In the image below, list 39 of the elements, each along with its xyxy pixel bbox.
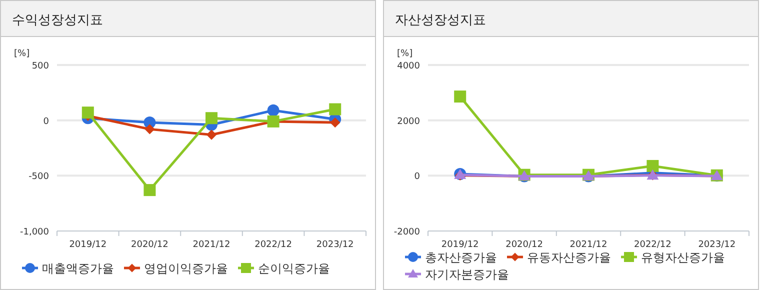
- chart-title: 수익성장성지표: [12, 13, 103, 28]
- point: [330, 117, 340, 128]
- y-tick-label: -1,000: [20, 228, 50, 238]
- point: [329, 103, 342, 116]
- legend-label: 유동자산증가율: [527, 250, 611, 264]
- legend-label: 총자산증가율: [425, 250, 497, 264]
- point: [206, 112, 218, 124]
- legend-label: 매출액증가율: [42, 262, 114, 276]
- y-axis-title: [%]: [14, 49, 30, 59]
- x-tick-label: 2023/12: [316, 240, 354, 250]
- point: [144, 184, 156, 196]
- y-tick-label: 0: [43, 116, 50, 127]
- x-tick-label: 2020/12: [131, 240, 168, 250]
- x-tick-label: 2019/12: [441, 240, 479, 250]
- x-tick-label: 2021/12: [192, 240, 230, 250]
- y-axis-title: [%]: [397, 49, 413, 59]
- x-tick-label: 2019/12: [69, 240, 107, 250]
- point: [144, 124, 155, 134]
- legend-label: 영업이익증가율: [144, 262, 228, 276]
- point: [646, 160, 659, 172]
- y-tick-label: -500: [28, 172, 50, 182]
- x-tick-label: 2022/12: [254, 240, 292, 250]
- y-tick-label: -2000: [394, 228, 420, 238]
- y-tick-label: 500: [32, 62, 50, 72]
- x-tick-label: 2022/12: [634, 240, 672, 250]
- x-tick-label: 2023/12: [698, 240, 736, 250]
- y-tick-label: 0: [414, 172, 420, 182]
- legend-label: 자기자본증가율: [425, 268, 509, 282]
- x-tick-label: 2021/12: [570, 240, 608, 250]
- y-tick-label: 2000: [397, 116, 420, 127]
- point: [454, 90, 466, 103]
- y-tick-label: 4000: [397, 62, 420, 72]
- point: [82, 106, 94, 119]
- point: [206, 130, 217, 140]
- point: [267, 104, 280, 116]
- legend-label: 순이익증가율: [258, 262, 330, 276]
- legend-label: 유형자산증가율: [641, 250, 725, 264]
- x-tick-label: 2020/12: [506, 240, 543, 250]
- chart-title: 자산성장성지표: [395, 13, 486, 28]
